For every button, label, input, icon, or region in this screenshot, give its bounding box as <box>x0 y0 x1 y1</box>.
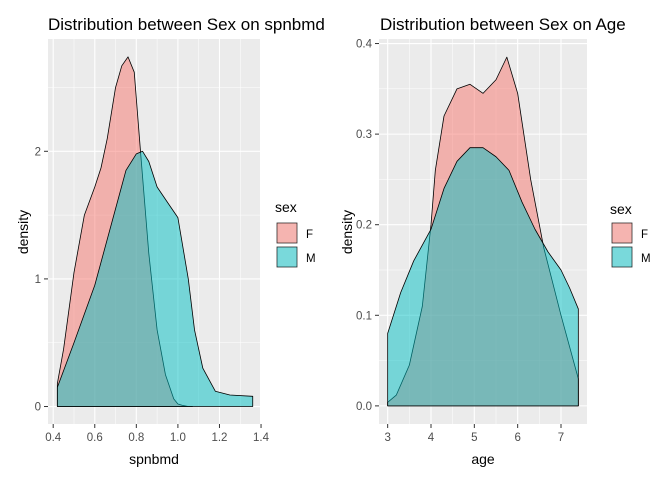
y-tick-label: 0.2 <box>356 220 372 232</box>
legend-swatch-m <box>276 246 298 268</box>
chart-title: Distribution between Sex on spnbmd <box>48 15 325 34</box>
x-tick-label: 0.4 <box>45 432 62 444</box>
legend-swatch-f <box>276 222 298 244</box>
density-area-m <box>387 147 579 407</box>
legend-title: sex <box>610 201 632 217</box>
x-tick-label: 5 <box>471 432 477 444</box>
x-tick-label: 7 <box>558 432 564 444</box>
density-areas <box>56 56 254 407</box>
x-axis-title: age <box>471 451 495 467</box>
y-tick-label: 0.0 <box>356 401 372 413</box>
legend-label-f: F <box>641 229 648 241</box>
legend: sex F M <box>610 201 651 268</box>
x-tick-label: 4 <box>428 432 435 444</box>
x-axis-ticks: 0.4 0.6 0.8 1.0 1.2 1.4 <box>45 424 270 444</box>
y-axis-title: density <box>15 210 31 254</box>
x-axis-title: spnbmd <box>129 451 179 467</box>
x-axis-ticks: 3 4 5 6 7 <box>384 424 564 444</box>
legend-label-m: M <box>306 253 316 265</box>
y-tick-label: 0.4 <box>356 39 373 51</box>
x-tick-label: 1.4 <box>253 432 270 444</box>
y-tick-label: 0.1 <box>356 310 372 322</box>
y-tick-label: 0 <box>35 402 41 414</box>
y-axis-title: density <box>339 210 355 254</box>
x-tick-label: 1.0 <box>170 432 186 444</box>
chart-age: Distribution between Sex on Age 3 4 5 6 7 0.… <box>339 15 651 467</box>
y-axis-ticks: 0.0 0.1 0.2 0.3 0.4 <box>356 39 379 413</box>
y-tick-label: 2 <box>35 146 41 158</box>
x-tick-label: 6 <box>514 432 520 444</box>
x-tick-label: 3 <box>384 432 390 444</box>
y-tick-label: 0.3 <box>356 129 372 141</box>
legend-swatch-m <box>611 246 633 268</box>
density-areas <box>387 56 579 407</box>
chart-title: Distribution between Sex on Age <box>380 15 626 34</box>
legend-title: sex <box>275 199 297 215</box>
x-tick-label: 1.2 <box>211 432 227 444</box>
legend-label-m: M <box>641 253 651 265</box>
y-tick-label: 1 <box>35 274 41 286</box>
chart-spnbmd: Distribution between Sex on spnbmd 0.4 0.… <box>15 15 325 467</box>
legend-swatch-f <box>611 222 633 244</box>
x-tick-label: 0.8 <box>128 432 144 444</box>
x-tick-label: 0.6 <box>87 432 103 444</box>
legend-label-f: F <box>306 229 313 241</box>
y-axis-ticks: 0 1 2 <box>35 146 48 414</box>
density-area-m <box>56 150 254 407</box>
legend: sex F M <box>275 199 316 268</box>
